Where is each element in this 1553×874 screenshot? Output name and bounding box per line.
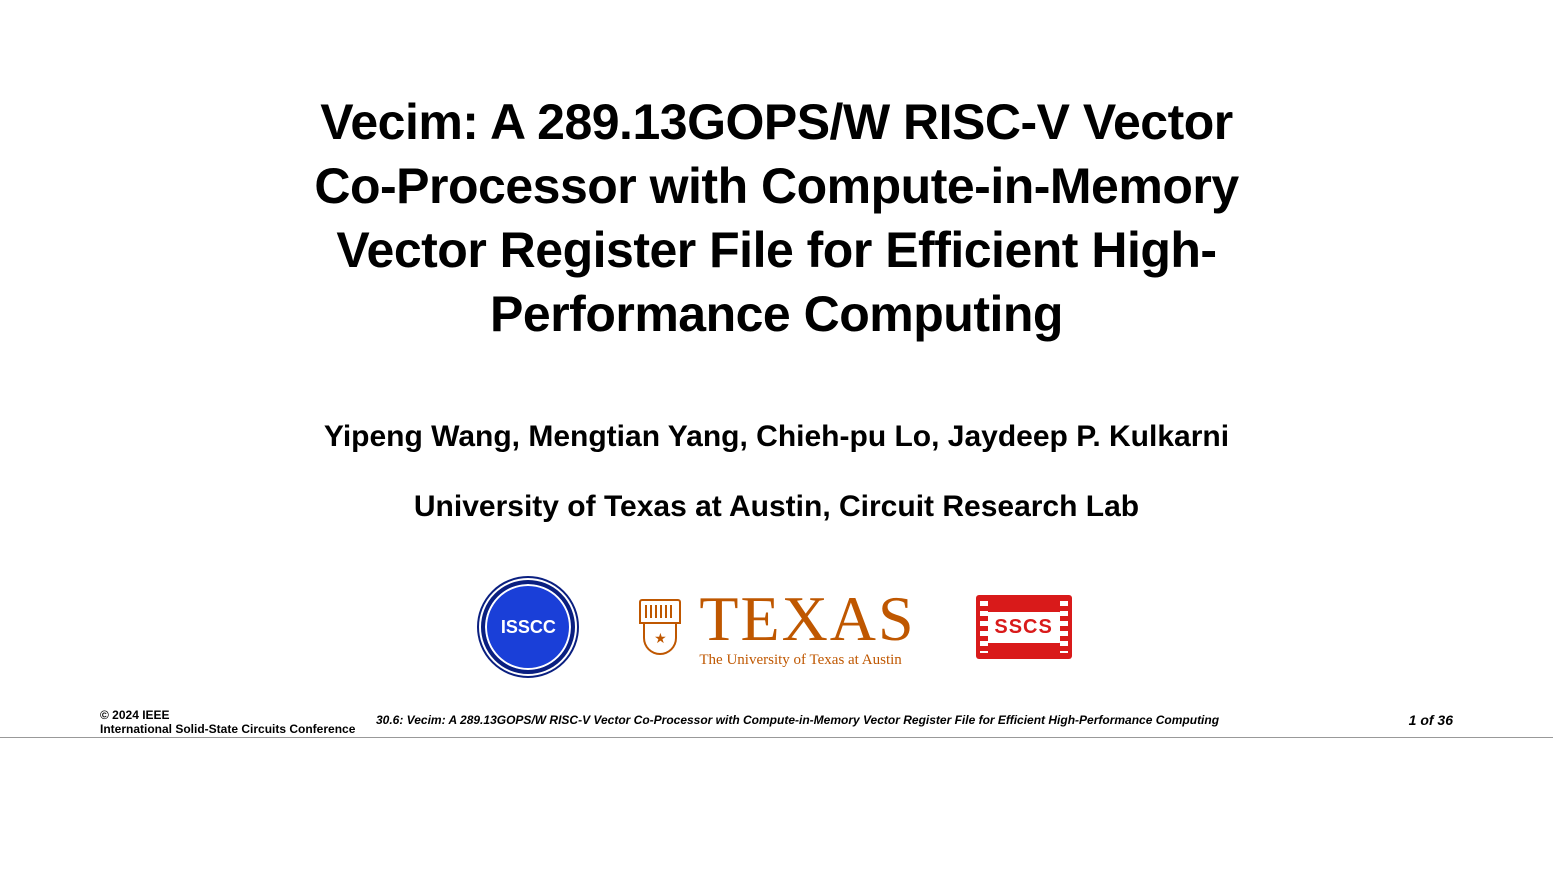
affiliation-line: University of Texas at Austin, Circuit R… bbox=[0, 490, 1553, 524]
title-line-4: Performance Computing bbox=[490, 286, 1063, 342]
logo-row: ISSCC ★ TEXAS The University of Texas at… bbox=[0, 580, 1553, 674]
texas-subtitle: The University of Texas at Austin bbox=[699, 653, 915, 668]
copyright-line-2: International Solid-State Circuits Confe… bbox=[100, 722, 355, 736]
isscc-logo-icon: ISSCC bbox=[481, 580, 575, 674]
slide-footer: © 2024 IEEE International Solid-State Ci… bbox=[0, 705, 1553, 735]
ut-austin-logo-icon: ★ TEXAS The University of Texas at Austi… bbox=[635, 587, 915, 668]
title-line-1: Vecim: A 289.13GOPS/W RISC-V Vector bbox=[320, 94, 1232, 150]
texas-wordmark: TEXAS The University of Texas at Austin bbox=[699, 587, 915, 668]
ut-seal-icon: ★ bbox=[635, 599, 685, 655]
footer-divider bbox=[0, 737, 1553, 738]
copyright-line-1: © 2024 IEEE bbox=[100, 708, 170, 722]
texas-word-text: TEXAS bbox=[699, 587, 915, 651]
slide-title: Vecim: A 289.13GOPS/W RISC-V Vector Co-P… bbox=[0, 90, 1553, 346]
sscs-logo-icon: SSCS bbox=[976, 595, 1072, 659]
footer-page-number: 1 of 36 bbox=[1409, 712, 1453, 728]
authors-line: Yipeng Wang, Mengtian Yang, Chieh-pu Lo,… bbox=[0, 420, 1553, 454]
title-line-3: Vector Register File for Efficient High- bbox=[336, 222, 1216, 278]
title-line-2: Co-Processor with Compute-in-Memory bbox=[314, 158, 1238, 214]
isscc-logo-text: ISSCC bbox=[501, 617, 556, 638]
footer-copyright: © 2024 IEEE International Solid-State Ci… bbox=[100, 709, 355, 737]
sscs-logo-text: SSCS bbox=[986, 612, 1060, 643]
slide: Vecim: A 289.13GOPS/W RISC-V Vector Co-P… bbox=[0, 0, 1553, 874]
footer-session-title: 30.6: Vecim: A 289.13GOPS/W RISC-V Vecto… bbox=[376, 713, 1353, 727]
